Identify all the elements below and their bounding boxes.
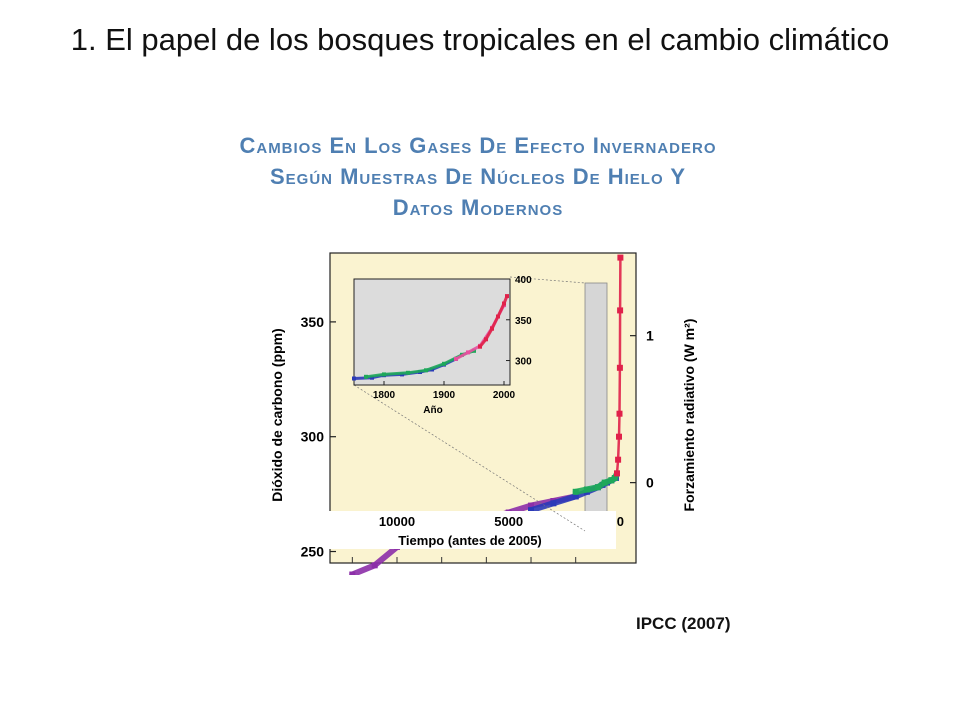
point-purple-0 <box>349 571 356 575</box>
chart-title-line-3: Datos Modernos <box>392 195 564 220</box>
right-tick-label-0: 0 <box>646 475 654 491</box>
inset-y-tick-label-2: 400 <box>515 275 532 286</box>
inset-y-tick-label-0: 300 <box>515 357 532 368</box>
inset-point-red-1 <box>484 337 488 342</box>
point-red-5 <box>617 307 624 314</box>
inset-point-blue-0 <box>352 376 356 381</box>
point-purple-8 <box>528 502 534 509</box>
inset-point-red-0 <box>478 344 482 349</box>
y-tick-label-0: 250 <box>301 544 325 560</box>
inset-x-tick-label-1: 1900 <box>433 390 456 401</box>
inset-point-red-2 <box>490 326 494 331</box>
right-axis-label: Forzamiento radiativo (W m²) <box>681 319 697 512</box>
chart-title: Cambios En Los Gases De Efecto Invernade… <box>228 130 728 223</box>
x-tick-label-0: 10000 <box>379 514 415 529</box>
inset-point-red-5 <box>505 294 509 299</box>
inset-point-green-3 <box>424 368 428 373</box>
point-green-2 <box>595 484 601 491</box>
point-green-3 <box>601 479 608 486</box>
inset-point-green-2 <box>406 370 410 375</box>
point-blue-0 <box>528 507 534 514</box>
x-tick-label-2: 0 <box>617 514 624 529</box>
inset-point-green-1 <box>382 372 386 377</box>
point-green-1 <box>583 486 590 493</box>
slide-title: 1. El papel de los bosques tropicales en… <box>70 22 890 57</box>
point-red-6 <box>617 254 624 261</box>
x-axis-label: Tiempo (antes de 2005) <box>398 533 542 548</box>
source-credit: IPCC (2007) <box>636 614 731 633</box>
point-red-4 <box>616 364 623 371</box>
zoom-line-bottom <box>353 384 586 532</box>
point-green-4 <box>608 477 615 484</box>
point-red-2 <box>616 433 622 440</box>
zoom-line-top <box>509 276 586 284</box>
inset-x-axis-label: Año <box>423 405 442 416</box>
point-purple-1 <box>371 562 378 569</box>
inset-point-red-3 <box>496 314 500 319</box>
point-red-0 <box>614 470 620 477</box>
chart-title-line-2: Según Muestras De Núcleos De Hielo Y <box>269 164 687 189</box>
x-axis-label-box <box>326 511 616 549</box>
right-tick-label-1: 1 <box>646 328 654 344</box>
inset-chart: 1800 1900 2000 300 350 400 Año <box>352 275 532 416</box>
inset-point-red-4 <box>502 301 506 306</box>
point-red-3 <box>616 410 623 417</box>
inset-x-tick-label-0: 1800 <box>373 390 396 401</box>
inset-point-pink-0 <box>454 356 458 361</box>
inset-point-blue-1 <box>370 375 374 380</box>
chart-title-line-1: Cambios En Los Gases De Efecto Invernade… <box>239 133 717 158</box>
inset-point-pink-1 <box>466 350 470 355</box>
point-blue-1 <box>550 500 557 507</box>
y-tick-label-1: 300 <box>301 429 325 445</box>
recent-highlight <box>584 282 608 534</box>
x-tick-label-1: 5000 <box>494 514 523 529</box>
y-tick-label-2: 350 <box>301 314 325 330</box>
inset-point-green-4 <box>442 361 446 366</box>
co2-chart: 10000 5000 0 250 300 350 0 1 Tiempo (antes de 2… <box>269 252 697 575</box>
point-blue-2 <box>572 493 579 500</box>
point-green-5 <box>611 475 618 481</box>
inset-point-green-0 <box>364 374 368 379</box>
y-axis-label: Dióxido de carbono (ppm) <box>269 328 285 501</box>
point-green-0 <box>572 488 579 495</box>
inset-y-tick-label-1: 350 <box>515 316 532 327</box>
point-red-1 <box>615 456 622 463</box>
inset-x-tick-label-2: 2000 <box>493 390 516 401</box>
